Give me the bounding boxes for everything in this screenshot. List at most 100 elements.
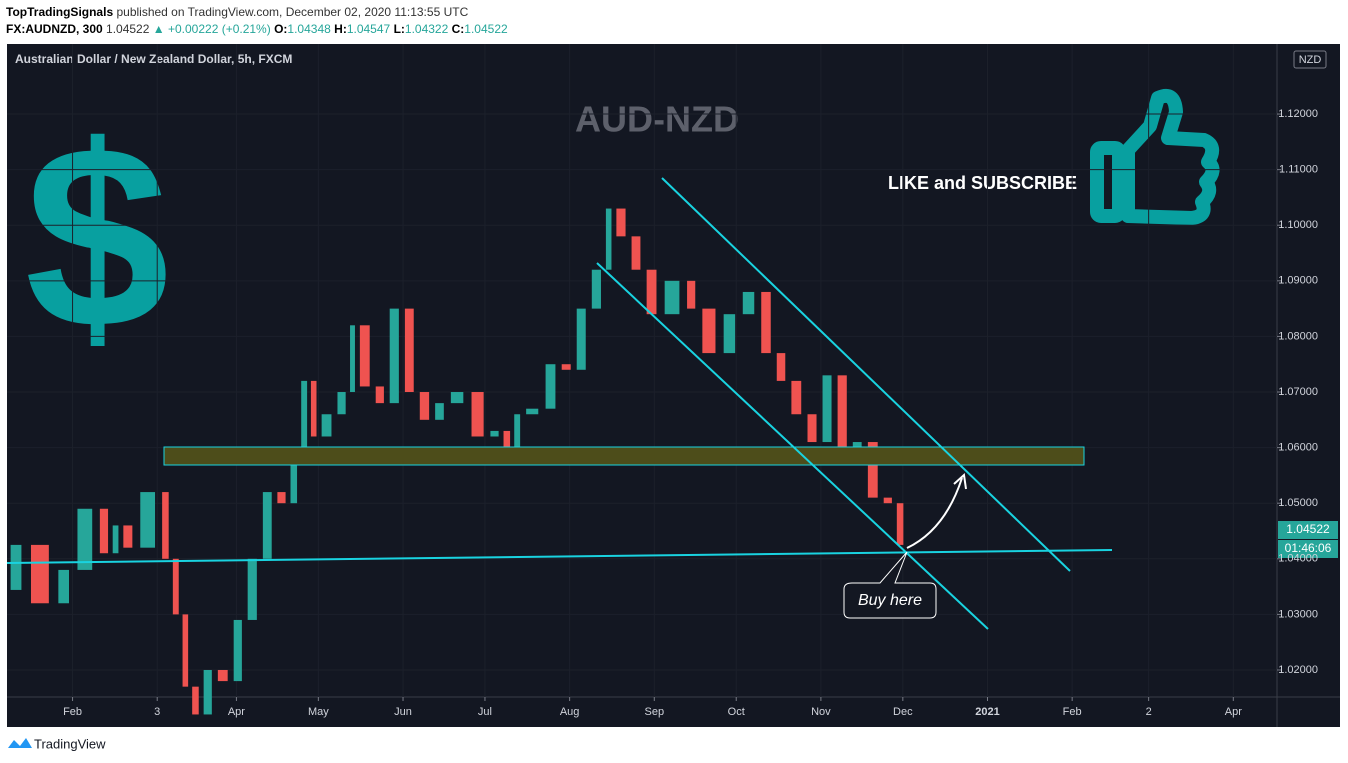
y-tick-label: 1.11000 xyxy=(1279,164,1318,176)
x-tick-label: May xyxy=(308,706,329,718)
candle xyxy=(162,492,169,559)
candle xyxy=(490,430,499,437)
candle xyxy=(450,392,464,404)
y-tick-label: 1.07000 xyxy=(1278,386,1318,398)
x-tick-label: 2021 xyxy=(975,706,999,718)
candle xyxy=(99,508,109,554)
x-tick-label: 2 xyxy=(1146,706,1152,718)
candle xyxy=(290,447,298,504)
candle xyxy=(896,503,904,545)
ok: O: xyxy=(274,22,288,36)
open: 1.04348 xyxy=(287,22,331,36)
countdown: 01:46:06 xyxy=(1285,541,1332,555)
candle xyxy=(664,280,680,315)
callout xyxy=(843,551,937,619)
candle xyxy=(123,525,133,548)
symbol: FX:AUDNZD, 300 xyxy=(6,22,103,36)
candle xyxy=(321,414,332,437)
candle xyxy=(112,525,119,554)
candle xyxy=(591,269,601,309)
candle xyxy=(337,392,346,415)
candle xyxy=(277,492,286,504)
change: ▲ +0.00222 (+0.21%) xyxy=(152,22,271,36)
candle xyxy=(30,544,49,604)
candle xyxy=(883,497,892,504)
candle xyxy=(301,380,308,448)
lk: L: xyxy=(393,22,405,36)
candle xyxy=(233,619,242,682)
x-tick-label: 3 xyxy=(154,706,160,718)
candle xyxy=(867,442,878,498)
thumb-icon xyxy=(1090,88,1220,225)
candle xyxy=(310,380,317,437)
candle xyxy=(140,492,156,548)
candle xyxy=(526,408,539,415)
candle xyxy=(514,414,521,459)
trend-lines xyxy=(6,177,1113,630)
chart-title: Australian Dollar / New Zealand Dollar, … xyxy=(15,52,292,66)
x-tick-label: Apr xyxy=(1225,706,1242,718)
arrow-head xyxy=(953,473,967,490)
candle xyxy=(791,380,802,415)
x-tick-label: Feb xyxy=(1063,706,1082,718)
candle xyxy=(723,314,736,354)
candle xyxy=(822,375,832,443)
buy-label: Buy here xyxy=(858,592,922,609)
candle xyxy=(359,325,370,387)
published: published on TradingView.com, December 0… xyxy=(116,5,469,19)
candle xyxy=(503,430,511,459)
symbol-line: FX:AUDNZD, 300 1.04522 ▲ +0.00222 (+0.21… xyxy=(6,21,508,38)
x-tick-label: Oct xyxy=(728,706,745,718)
candle xyxy=(702,308,716,354)
candle xyxy=(375,386,384,404)
candle xyxy=(192,686,199,715)
y-tick-label: 1.05000 xyxy=(1278,497,1318,509)
candle xyxy=(247,558,257,620)
y-tick-label: 1.12000 xyxy=(1278,108,1318,120)
currency-box xyxy=(1293,50,1327,69)
candle xyxy=(58,569,69,604)
dollar-icon: $ xyxy=(25,93,170,383)
candle xyxy=(404,308,414,393)
candle xyxy=(687,280,696,309)
y-tick-label: 1.08000 xyxy=(1278,330,1318,342)
candle xyxy=(10,544,22,590)
currency: NZD xyxy=(1299,54,1322,66)
brand: TradingView xyxy=(34,736,106,751)
header: TopTradingSignals published on TradingVi… xyxy=(6,4,508,38)
x-tick-label: Feb xyxy=(63,706,82,718)
candle xyxy=(605,208,612,270)
candle xyxy=(172,558,179,615)
support-zone xyxy=(163,446,1085,466)
y-tick-label: 1.09000 xyxy=(1278,275,1318,287)
y-tick-label: 1.06000 xyxy=(1278,442,1318,454)
countdown-tag xyxy=(1278,540,1338,558)
candle xyxy=(77,508,93,570)
candle xyxy=(262,492,272,559)
candle xyxy=(561,364,571,370)
candle xyxy=(389,308,399,404)
candle xyxy=(631,236,641,270)
y-tick-label: 1.10000 xyxy=(1278,219,1318,231)
x-tick-label: Sep xyxy=(645,706,665,718)
x-tick-label: Dec xyxy=(893,706,913,718)
candle xyxy=(576,308,586,370)
candle xyxy=(350,325,355,393)
price-tag xyxy=(1278,521,1338,539)
candle xyxy=(419,392,430,420)
candle xyxy=(807,414,817,443)
y-tick-label: 1.02000 xyxy=(1278,664,1318,676)
cta: LIKE and SUBSCRIBE xyxy=(888,173,1077,193)
x-tick-label: Apr xyxy=(228,706,245,718)
hk: H: xyxy=(334,22,347,36)
candle xyxy=(761,291,771,354)
logo xyxy=(8,738,32,748)
candle xyxy=(203,669,212,715)
candle xyxy=(545,364,556,409)
candle xyxy=(646,269,657,315)
y-tick-label: 1.03000 xyxy=(1278,608,1318,620)
x-tick-label: Jun xyxy=(394,706,412,718)
high: 1.04547 xyxy=(346,22,391,36)
